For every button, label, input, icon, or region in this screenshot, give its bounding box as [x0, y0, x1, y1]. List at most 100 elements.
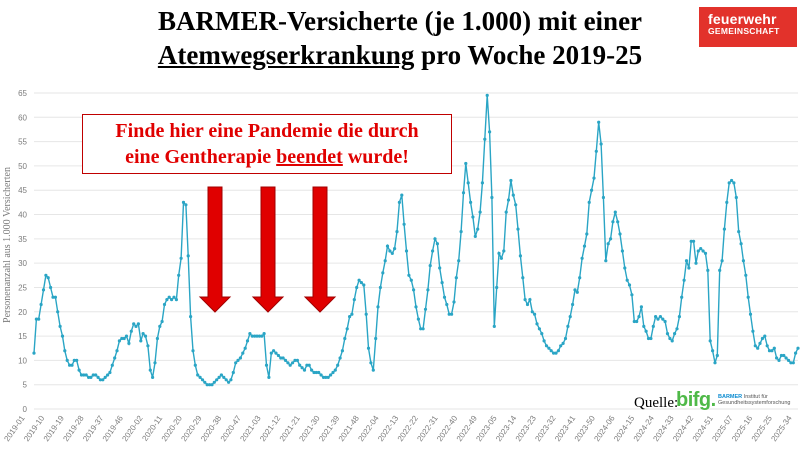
data-point: [535, 322, 539, 326]
data-point: [236, 358, 240, 362]
data-point: [58, 324, 62, 328]
data-point: [540, 332, 544, 336]
data-point: [91, 373, 95, 377]
data-point: [60, 334, 65, 338]
data-point: [725, 200, 729, 204]
data-point: [459, 230, 463, 234]
y-tick-label: 10: [18, 356, 27, 365]
data-point: [575, 290, 579, 294]
data-point: [440, 281, 444, 285]
data-point: [151, 375, 155, 379]
data-point: [184, 203, 188, 207]
source-credit: Quelle: bifg. BARMER Institut für Gesundh…: [634, 389, 800, 414]
data-point: [291, 361, 295, 365]
data-point: [162, 302, 167, 307]
y-tick-label: 5: [23, 381, 28, 390]
data-point: [760, 336, 765, 341]
data-point: [129, 329, 133, 333]
callout-line-1: Finde hier eine Pandemie die durch: [115, 120, 419, 142]
data-point: [753, 344, 757, 348]
data-point: [706, 268, 710, 272]
data-point: [222, 375, 226, 379]
data-point: [782, 353, 786, 358]
data-point: [77, 368, 81, 372]
data-point: [651, 324, 655, 328]
data-point: [582, 244, 587, 248]
data-point: [756, 346, 760, 350]
data-point: [148, 368, 152, 372]
data-point: [530, 310, 534, 314]
title-line-2: Atemwegserkrankung pro Woche 2019-25: [0, 38, 800, 72]
data-point: [317, 370, 321, 375]
data-point: [79, 373, 84, 377]
data-point: [113, 356, 117, 360]
data-point: [639, 305, 644, 309]
data-point: [426, 288, 430, 292]
institute-line-1: Institut für: [743, 394, 768, 400]
data-point: [49, 285, 53, 290]
data-point: [84, 373, 88, 377]
data-point: [746, 295, 750, 299]
data-point: [476, 227, 480, 231]
data-point: [431, 249, 435, 253]
down-arrow: [303, 186, 337, 313]
data-point: [618, 232, 622, 236]
data-point: [734, 195, 738, 200]
data-point: [490, 195, 494, 200]
data-point: [143, 334, 148, 338]
data-point: [177, 273, 181, 277]
data-point: [732, 181, 736, 185]
data-points: [32, 93, 800, 387]
data-point: [549, 349, 553, 353]
callout-underlined-word: beendet: [276, 146, 343, 168]
data-point: [172, 295, 176, 299]
data-point: [511, 193, 515, 197]
data-point: [369, 361, 373, 365]
data-point: [767, 349, 772, 353]
data-point: [146, 344, 150, 348]
data-point: [421, 327, 425, 331]
data-point: [288, 363, 292, 367]
data-point: [680, 295, 684, 299]
data-point: [274, 351, 278, 355]
data-point: [257, 334, 261, 338]
title-line-2-rest: pro Woche 2019-25: [414, 40, 643, 70]
data-point: [241, 351, 245, 355]
data-point: [245, 339, 250, 343]
data-point: [677, 315, 682, 319]
data-point: [106, 373, 110, 377]
data-point: [454, 276, 458, 280]
y-tick-label: 25: [18, 283, 27, 292]
data-point: [689, 239, 693, 243]
data-point: [542, 339, 546, 343]
data-point: [469, 200, 473, 204]
data-point: [748, 312, 753, 316]
data-point: [663, 319, 667, 324]
data-point: [200, 378, 205, 382]
data-point: [613, 210, 617, 214]
data-point: [428, 264, 432, 268]
data-point: [65, 358, 69, 362]
y-tick-label: 60: [18, 113, 27, 122]
title-underlined-word: Atemwegserkrankung: [157, 40, 415, 70]
data-point: [63, 349, 67, 353]
data-point: [571, 302, 575, 307]
data-point: [713, 361, 717, 365]
data-point: [504, 210, 508, 214]
data-point: [281, 356, 285, 360]
data-point: [345, 327, 349, 331]
data-point: [492, 324, 496, 328]
data-point: [348, 315, 352, 319]
data-point: [578, 276, 582, 280]
down-arrow: [198, 186, 232, 313]
data-point: [165, 298, 169, 302]
y-tick-label: 50: [18, 162, 27, 171]
data-point: [599, 142, 603, 146]
data-point: [189, 315, 193, 319]
data-point: [414, 305, 418, 309]
data-point: [784, 356, 788, 360]
data-point: [625, 278, 629, 282]
data-point: [627, 283, 632, 287]
data-point: [516, 227, 520, 231]
data-point: [272, 349, 276, 353]
